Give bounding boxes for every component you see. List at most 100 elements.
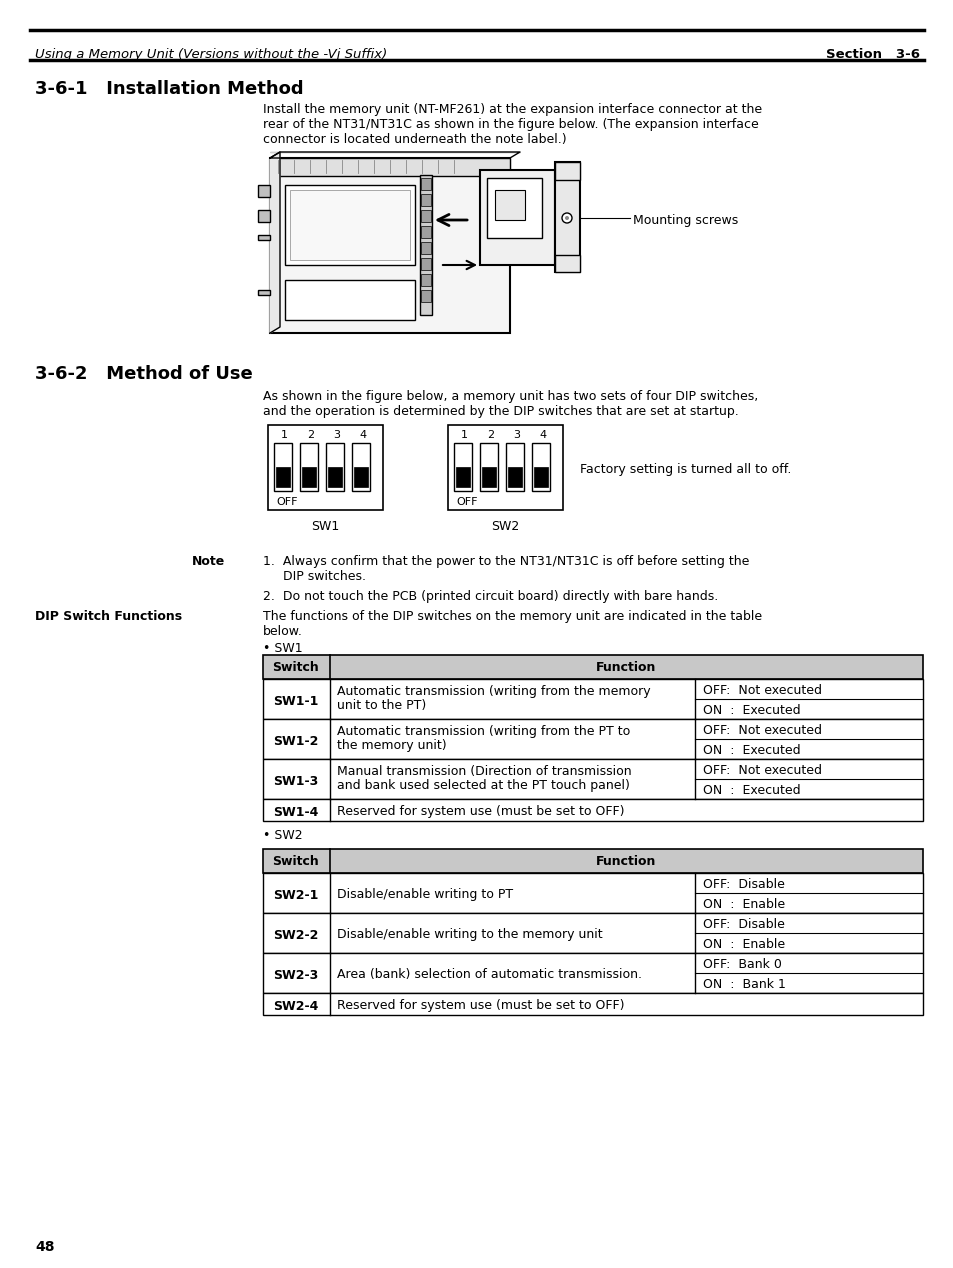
Text: Section   3-6: Section 3-6 — [825, 48, 919, 61]
Bar — [328, 467, 341, 487]
Text: Reserved for system use (must be set to OFF): Reserved for system use (must be set to … — [336, 805, 624, 818]
Text: ON  :  Executed: ON : Executed — [702, 744, 800, 757]
Bar — [263, 993, 923, 1014]
Text: 4: 4 — [538, 430, 545, 440]
Bar — [285, 185, 415, 265]
Text: ON  :  Executed: ON : Executed — [702, 784, 800, 798]
Text: 3: 3 — [333, 430, 339, 440]
Bar — [263, 954, 923, 993]
Text: SW2-4: SW2-4 — [273, 1000, 318, 1013]
Text: OFF: OFF — [456, 497, 477, 507]
Bar — [420, 178, 431, 190]
Bar — [352, 443, 370, 491]
Text: • SW1: • SW1 — [263, 642, 302, 656]
Text: Disable/enable writing to PT: Disable/enable writing to PT — [336, 888, 513, 902]
Text: 1.  Always confirm that the power to the NT31/NT31C is off before setting the: 1. Always confirm that the power to the … — [263, 555, 749, 568]
Bar — [479, 170, 555, 265]
Text: Reserved for system use (must be set to OFF): Reserved for system use (must be set to … — [336, 999, 624, 1012]
Text: 1: 1 — [281, 430, 288, 440]
Circle shape — [564, 216, 568, 221]
Text: Using a Memory Unit (Versions without the -Vj Suffix): Using a Memory Unit (Versions without th… — [35, 48, 387, 61]
Bar — [495, 190, 524, 221]
Bar — [420, 210, 431, 222]
Bar — [456, 467, 470, 487]
Text: ON  :  Enable: ON : Enable — [702, 898, 784, 910]
Text: Disable/enable writing to the memory unit: Disable/enable writing to the memory uni… — [336, 928, 602, 941]
Bar — [263, 760, 923, 799]
Bar — [263, 799, 923, 820]
Bar — [486, 178, 541, 238]
Bar — [299, 443, 317, 491]
Text: As shown in the figure below, a memory unit has two sets of four DIP switches,: As shown in the figure below, a memory u… — [263, 391, 758, 403]
Bar — [555, 162, 579, 273]
Bar — [302, 467, 315, 487]
Text: • SW2: • SW2 — [263, 829, 302, 842]
Bar — [479, 443, 497, 491]
Text: connector is located underneath the note label.): connector is located underneath the note… — [263, 133, 566, 146]
Bar — [420, 290, 431, 302]
Bar — [263, 850, 923, 872]
Text: ON  :  Executed: ON : Executed — [702, 704, 800, 716]
Text: 3-6-1   Installation Method: 3-6-1 Installation Method — [35, 80, 303, 98]
Bar — [420, 242, 431, 254]
Bar — [505, 443, 523, 491]
Text: OFF:  Disable: OFF: Disable — [702, 877, 784, 891]
Text: DIP Switch Functions: DIP Switch Functions — [35, 610, 182, 623]
Text: OFF:  Disable: OFF: Disable — [702, 918, 784, 931]
Text: 1: 1 — [460, 430, 468, 440]
Text: OFF:  Not executed: OFF: Not executed — [702, 683, 821, 697]
Bar — [420, 257, 431, 270]
Text: ON  :  Enable: ON : Enable — [702, 938, 784, 951]
Text: Area (bank) selection of automatic transmission.: Area (bank) selection of automatic trans… — [336, 967, 641, 981]
Bar — [274, 443, 292, 491]
Text: OFF:  Not executed: OFF: Not executed — [702, 724, 821, 737]
Bar — [268, 425, 382, 510]
Text: DIP switches.: DIP switches. — [263, 571, 366, 583]
Text: 2.  Do not touch the PCB (printed circuit board) directly with bare hands.: 2. Do not touch the PCB (printed circuit… — [263, 590, 718, 604]
Text: OFF: OFF — [275, 497, 297, 507]
Text: SW2: SW2 — [491, 520, 518, 533]
Bar — [257, 210, 270, 222]
Text: ON  :  Bank 1: ON : Bank 1 — [702, 978, 785, 992]
Bar — [263, 872, 923, 913]
Text: SW2-2: SW2-2 — [273, 929, 318, 942]
Text: and the operation is determined by the DIP switches that are set at startup.: and the operation is determined by the D… — [263, 404, 738, 418]
Polygon shape — [270, 152, 280, 158]
Text: below.: below. — [263, 625, 302, 638]
Bar — [481, 467, 496, 487]
Bar — [285, 280, 415, 320]
Text: Install the memory unit (NT-MF261) at the expansion interface connector at the: Install the memory unit (NT-MF261) at th… — [263, 103, 761, 115]
Text: Switch: Switch — [273, 661, 319, 675]
Bar — [263, 656, 923, 678]
Text: 4: 4 — [358, 430, 366, 440]
Text: SW1-4: SW1-4 — [273, 806, 318, 819]
Bar — [532, 443, 550, 491]
Bar — [420, 194, 431, 205]
Text: SW2-1: SW2-1 — [273, 889, 318, 902]
Bar — [555, 255, 579, 273]
Bar — [275, 467, 290, 487]
Bar — [263, 719, 923, 760]
Text: SW1-2: SW1-2 — [273, 735, 318, 748]
Bar — [534, 467, 547, 487]
Text: OFF:  Not executed: OFF: Not executed — [702, 765, 821, 777]
Text: 3-6-2   Method of Use: 3-6-2 Method of Use — [35, 365, 253, 383]
Text: unit to the PT): unit to the PT) — [336, 699, 426, 713]
Text: Function: Function — [596, 661, 656, 675]
Bar — [420, 274, 431, 287]
Bar — [290, 190, 410, 260]
Bar — [419, 175, 432, 314]
Bar — [354, 467, 368, 487]
Text: 2: 2 — [307, 430, 314, 440]
Bar — [263, 913, 923, 954]
Polygon shape — [270, 152, 280, 333]
Bar — [420, 226, 431, 238]
Text: SW1-1: SW1-1 — [273, 695, 318, 708]
Bar — [257, 235, 270, 240]
Text: OFF:  Bank 0: OFF: Bank 0 — [702, 959, 781, 971]
Text: SW2-3: SW2-3 — [274, 969, 318, 981]
Bar — [454, 443, 472, 491]
Text: SW1-3: SW1-3 — [274, 775, 318, 787]
Bar — [507, 467, 521, 487]
Text: Function: Function — [596, 855, 656, 869]
